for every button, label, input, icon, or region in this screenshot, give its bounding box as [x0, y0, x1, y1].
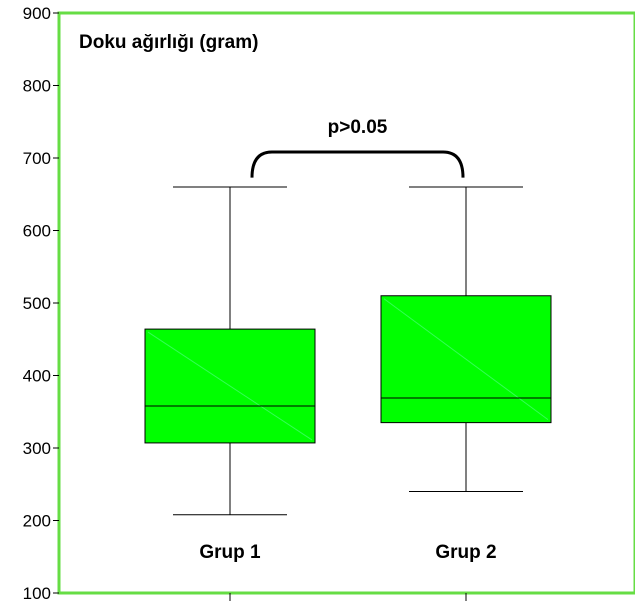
- box-grup-2: [380, 186, 552, 601]
- y-tick-label-800: 800: [23, 77, 51, 96]
- category-label-grup-1: Grup 1: [199, 542, 261, 563]
- y-tick-label-700: 700: [23, 149, 51, 168]
- boxes: [144, 186, 552, 601]
- significance-bracket: p>0.05: [250, 117, 465, 178]
- y-axis: 100 200 300 400 500 600 700 800 900: [23, 4, 59, 603]
- category-labels: Grup 1 Grup 2: [199, 542, 496, 563]
- box-grup-1: [144, 186, 316, 601]
- y-tick-label-100: 100: [23, 584, 51, 603]
- bracket-line: [250, 150, 465, 178]
- y-tick-label-500: 500: [23, 294, 51, 313]
- y-tick-label-900: 900: [23, 4, 51, 23]
- category-label-grup-2: Grup 2: [435, 542, 496, 563]
- y-tick-label-300: 300: [23, 439, 51, 458]
- y-tick-label-400: 400: [23, 367, 51, 386]
- significance-label: p>0.05: [328, 117, 388, 138]
- y-tick-label-600: 600: [23, 222, 51, 241]
- chart-title: Doku ağırlığı (gram): [79, 32, 258, 53]
- box-sheen-grup-1: [147, 331, 313, 441]
- box-sheen-grup-2: [383, 298, 549, 421]
- y-tick-label-200: 200: [23, 512, 51, 531]
